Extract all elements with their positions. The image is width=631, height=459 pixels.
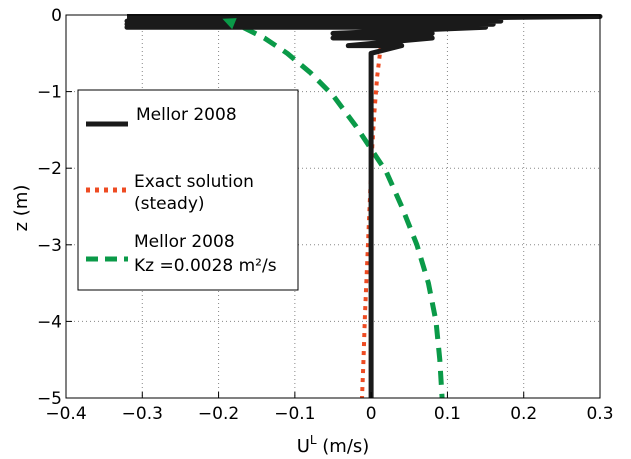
y-tick-label: −5 [37, 389, 62, 409]
x-tick-label: 0.1 [434, 404, 461, 424]
y-axis-label: z (m) [11, 185, 32, 232]
legend-label-mellor-kz-line2: Kz =0.0028 m²/s [134, 256, 277, 276]
legend-label-exact-line2: (steady) [134, 194, 205, 214]
legend-label-mellor: Mellor 2008 [136, 105, 237, 125]
y-tick-label: −1 [37, 83, 62, 103]
x-axis-label-sup: L [310, 433, 317, 447]
x-tick-label: 0.3 [586, 404, 613, 424]
ticks: −0.4 −0.3 −0.2 −0.1 0 0.1 0.2 0.3 0 −1 −2 −3 −4 −5 [37, 6, 614, 424]
legend-label-exact-line1: Exact solution [134, 172, 254, 192]
y-tick-label: 0 [51, 6, 62, 26]
series-line-mellor-kz [221, 16, 445, 399]
series-arrowhead-mellor-kz [222, 18, 237, 30]
series-line-mellor [124, 14, 603, 398]
series-layer [124, 14, 603, 399]
x-axis-label: UL (m/s) [297, 433, 370, 457]
legend: Mellor 2008 Exact solution (steady) Mell… [77, 89, 299, 291]
x-tick-label: −0.1 [274, 404, 315, 424]
x-tick-label: −0.3 [122, 404, 163, 424]
x-tick-label: 0 [366, 404, 377, 424]
y-tick-label: −2 [37, 159, 62, 179]
x-tick-label: −0.2 [198, 404, 239, 424]
series-line-exact [360, 18, 386, 399]
x-tick-label: 0.2 [510, 404, 537, 424]
x-axis-label-units: (m/s) [317, 436, 370, 457]
y-tick-label: −3 [37, 236, 62, 256]
y-tick-label: −4 [37, 312, 62, 332]
plot-frame [65, 14, 601, 399]
x-tick-label: −0.4 [45, 404, 86, 424]
legend-label-mellor-kz-line1: Mellor 2008 [134, 232, 235, 252]
x-axis-label-main: U [297, 436, 310, 457]
